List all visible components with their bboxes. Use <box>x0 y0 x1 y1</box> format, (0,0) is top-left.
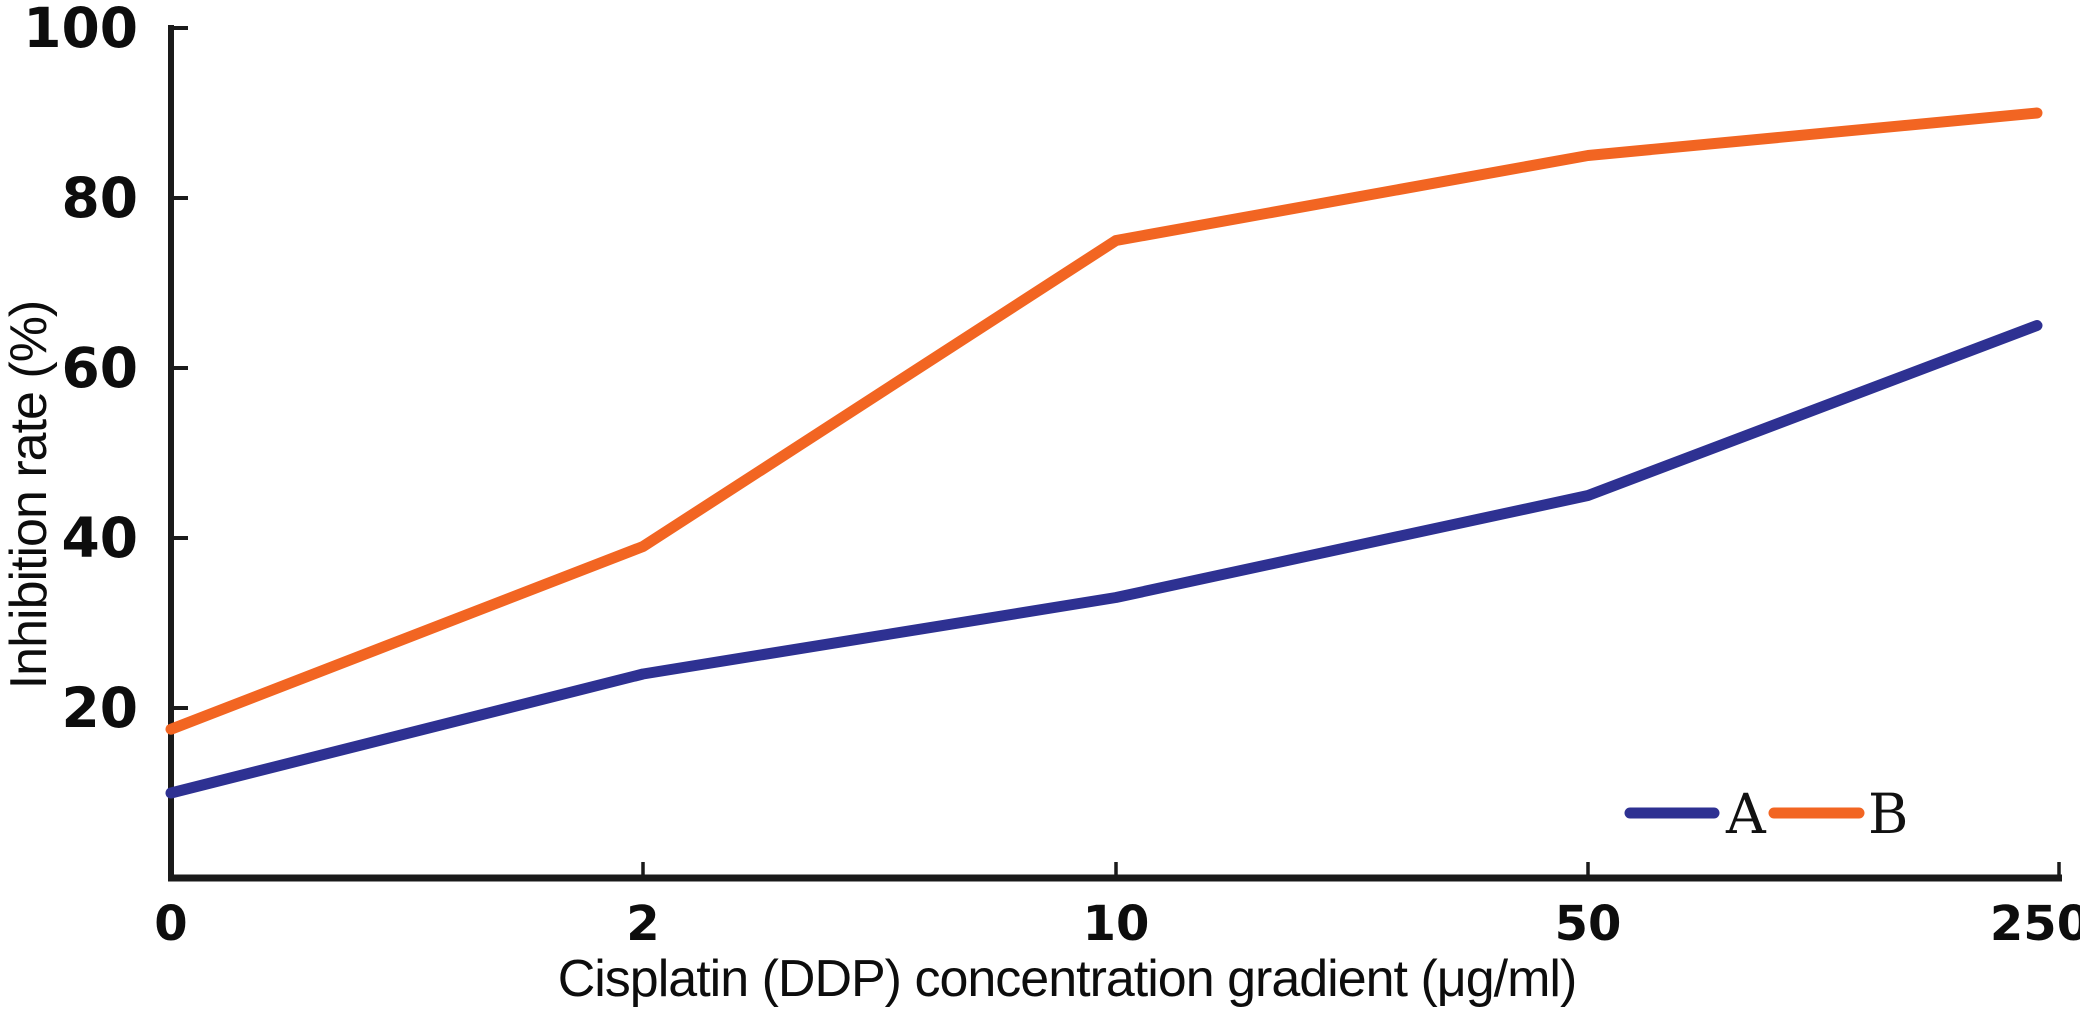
legend-label-series-a: A <box>1725 782 1767 846</box>
y-tick-label: 80 <box>61 166 138 230</box>
x-tick-label: 10 <box>1083 896 1150 952</box>
x-tick-label: 0 <box>154 896 187 952</box>
x-tick-label: 50 <box>1555 896 1622 952</box>
x-tick-label: 250 <box>1990 896 2080 952</box>
series-line-a <box>165 320 2043 799</box>
x-tick-label: 2 <box>626 896 659 952</box>
y-axis-title: Inhibition rate (%) <box>0 301 58 690</box>
y-tick-label: 60 <box>61 336 138 400</box>
x-tick-labels: 0 2 10 50 250 <box>154 896 2080 952</box>
x-axis-title: Cisplatin (DDP) concentration gradient (… <box>558 950 1577 1008</box>
y-tick-label: 20 <box>61 676 138 740</box>
axes <box>168 25 2062 882</box>
y-tick-labels: 20 40 60 80 100 <box>23 0 138 740</box>
data-series <box>165 107 2043 799</box>
series-line-b <box>165 107 2043 735</box>
y-tick-label: 40 <box>61 506 138 570</box>
y-tick-label: 100 <box>23 0 138 60</box>
legend-label-series-b: B <box>1868 782 1908 846</box>
legend: A B <box>1624 782 1908 846</box>
